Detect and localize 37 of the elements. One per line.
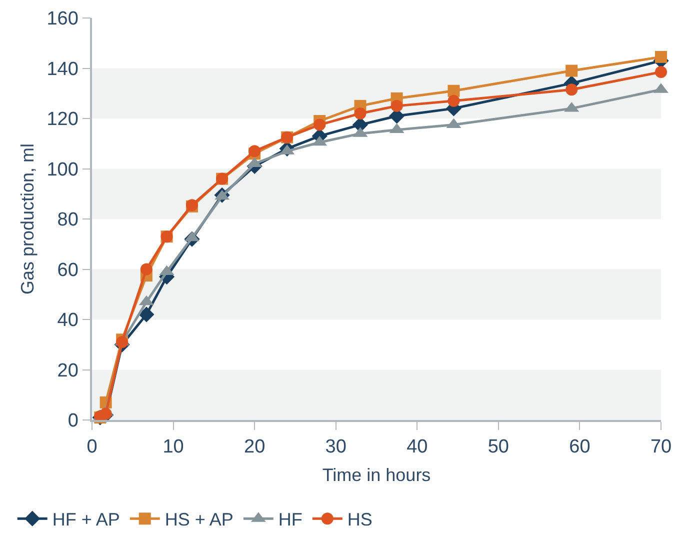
legend-label: HS + AP — [164, 510, 234, 530]
point — [655, 50, 667, 63]
point — [100, 408, 112, 420]
x-tick-label: 30 — [325, 436, 346, 458]
point — [448, 94, 460, 107]
x-axis-title: Time in hours — [322, 465, 431, 486]
x-tick-label: 70 — [650, 436, 672, 458]
point — [566, 84, 578, 96]
x-tick-label: 60 — [569, 436, 590, 458]
point — [314, 118, 326, 131]
point — [390, 100, 403, 112]
x-tick-label: 10 — [162, 436, 184, 458]
legend-label: HF + AP — [52, 510, 120, 530]
point — [354, 107, 366, 120]
x-tick-label: 50 — [488, 436, 509, 458]
y-tick-label: 80 — [57, 210, 78, 231]
y-tick-label: 0 — [68, 410, 78, 432]
x-tick-label: 20 — [244, 436, 266, 458]
y-tick-label: 120 — [46, 109, 78, 130]
y-tick-label: 20 — [57, 360, 78, 382]
y-tick-label: 60 — [57, 260, 78, 281]
point — [140, 263, 152, 276]
y-tick-label: 100 — [46, 159, 78, 180]
point — [248, 145, 261, 158]
y-tick-label: 40 — [57, 310, 78, 332]
point — [116, 336, 128, 348]
y-tick-label: 160 — [46, 8, 78, 30]
point — [655, 66, 667, 78]
x-tick-label: 40 — [406, 436, 428, 458]
y-tick-label: 140 — [46, 58, 78, 80]
point — [566, 64, 578, 77]
point — [448, 84, 460, 97]
x-tick-label: 0 — [86, 436, 98, 458]
point — [138, 306, 154, 322]
legend-label: HS — [347, 510, 372, 530]
legend-label: HF — [278, 510, 302, 530]
y-axis-title: Gas production, ml — [17, 143, 38, 295]
